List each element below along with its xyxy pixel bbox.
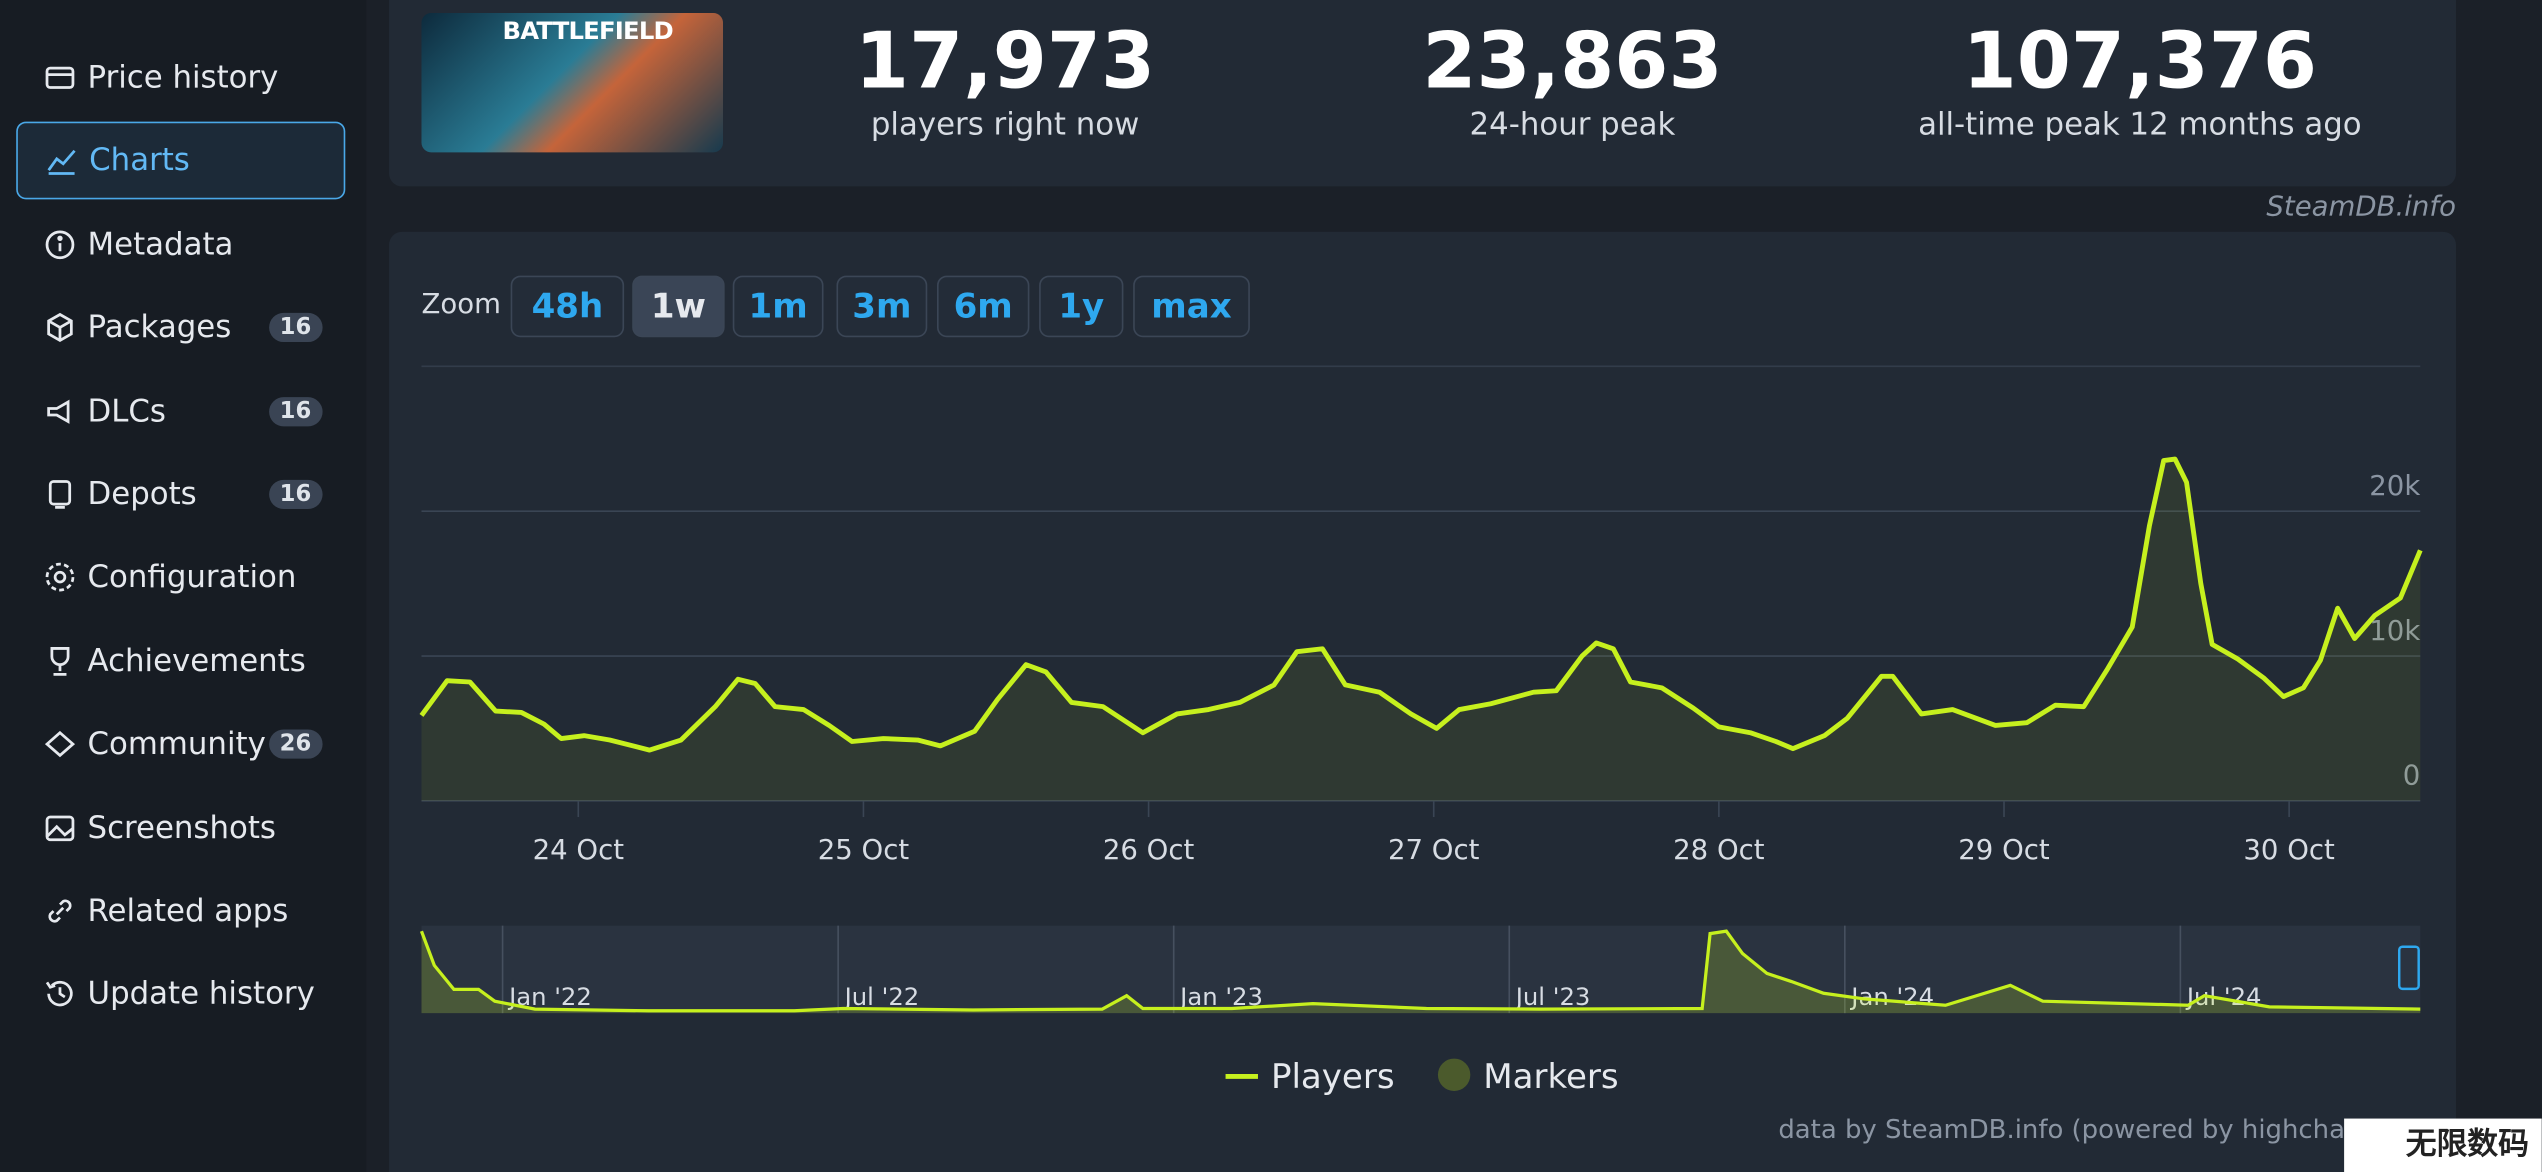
navigator-tick-label: Jan '24 bbox=[1849, 982, 1934, 1011]
legend-swatch bbox=[1437, 1058, 1471, 1092]
nav-label: Related apps bbox=[87, 893, 289, 929]
players-area bbox=[421, 459, 2421, 801]
nav-item[interactable]: Price history bbox=[16, 39, 345, 117]
nav-label: Achievements bbox=[87, 643, 306, 679]
sidebar: Price history Charts Metadata Packages 16 DLC… bbox=[0, 0, 367, 1172]
nav-item[interactable]: Metadata bbox=[16, 206, 345, 284]
nav-label: Charts bbox=[89, 143, 190, 179]
navigator-tick-label: Jul '23 bbox=[1514, 982, 1591, 1011]
zoom-button[interactable]: 6m bbox=[936, 275, 1030, 338]
nav-badge: 26 bbox=[268, 729, 323, 759]
players-line bbox=[419, 456, 2423, 753]
nav-label: Price history bbox=[87, 59, 279, 96]
stat-value: 17,973 bbox=[854, 16, 1156, 107]
nav-badge: 16 bbox=[268, 396, 323, 426]
nav-icon bbox=[45, 230, 75, 259]
nav-icon bbox=[45, 66, 75, 89]
nav-item[interactable]: Achievements bbox=[16, 622, 345, 700]
legend-label[interactable]: Markers bbox=[1483, 1057, 1618, 1097]
nav-badge: 16 bbox=[268, 313, 323, 343]
stat-value: 107,376 bbox=[1962, 16, 2318, 107]
nav-icon bbox=[48, 899, 72, 923]
x-tick-label: 28 Oct bbox=[1673, 834, 1765, 866]
nav-item[interactable]: DLCs 16 bbox=[16, 372, 345, 450]
stat: 107,376 all-time peak 12 months ago bbox=[1848, 16, 2432, 142]
nav-label: Update history bbox=[87, 976, 315, 1013]
navigator-area bbox=[421, 931, 2421, 1014]
x-tick-label: 27 Oct bbox=[1388, 834, 1480, 866]
nav-badge: 16 bbox=[268, 479, 323, 510]
nav-icon bbox=[45, 981, 73, 1007]
nav-icon bbox=[47, 150, 76, 176]
nav-item[interactable]: Update history bbox=[16, 955, 345, 1033]
nav-icon bbox=[45, 814, 75, 841]
y-tick-label: 20k bbox=[2369, 470, 2420, 502]
navigator-bg bbox=[421, 925, 2421, 1014]
legend-label[interactable]: Players bbox=[1271, 1057, 1395, 1097]
game-image-text: BATTLEFIELD bbox=[502, 16, 674, 46]
nav-label: Metadata bbox=[87, 226, 234, 263]
stats-panel: BATTLEFIELD bbox=[389, 0, 2456, 187]
nav-icon bbox=[47, 313, 73, 343]
stat: 17,973 players right now bbox=[713, 16, 1297, 142]
navigator-tick-label: Jul '22 bbox=[843, 982, 920, 1011]
zoom-button[interactable]: 3m bbox=[836, 275, 928, 338]
x-tick-label: 26 Oct bbox=[1103, 834, 1195, 866]
x-tick-label: 30 Oct bbox=[2243, 834, 2335, 866]
nav-item[interactable]: Packages 16 bbox=[16, 289, 345, 367]
nav-item[interactable]: Screenshots bbox=[16, 789, 345, 867]
watermark: 无限数码 bbox=[2406, 1126, 2529, 1162]
zoom-button[interactable]: 1m bbox=[732, 275, 824, 338]
nav-icon bbox=[45, 563, 75, 593]
nav-label: Packages bbox=[87, 309, 232, 346]
zoom-label: Zoom bbox=[421, 288, 501, 321]
game-image: BATTLEFIELD bbox=[421, 12, 724, 153]
zoom-button[interactable]: max bbox=[1133, 275, 1250, 338]
nav-item[interactable]: Community 26 bbox=[16, 705, 345, 783]
stat-value: 23,863 bbox=[1422, 16, 1723, 107]
nav-icon bbox=[50, 646, 70, 676]
stat-label: all-time peak 12 months ago bbox=[1918, 106, 2362, 143]
nav-item[interactable]: Charts bbox=[16, 122, 346, 201]
nav-label: DLCs bbox=[87, 393, 166, 429]
nav-item[interactable]: Configuration bbox=[16, 539, 345, 617]
stat: 23,863 24-hour peak bbox=[1281, 16, 1865, 142]
zoom-button[interactable]: 48h bbox=[510, 275, 625, 338]
stat-label: players right now bbox=[870, 106, 1140, 143]
nav-item[interactable]: Depots 16 bbox=[16, 456, 345, 534]
nav-icon bbox=[47, 398, 70, 424]
nav-icon bbox=[48, 480, 72, 509]
watermark-bg bbox=[2344, 1118, 2542, 1172]
x-tick-label: 29 Oct bbox=[1958, 834, 2050, 866]
chart-panel bbox=[389, 231, 2456, 1172]
nav-label: Configuration bbox=[87, 559, 297, 596]
nav-label: Community bbox=[87, 726, 266, 763]
y-tick-label: 0 bbox=[2403, 760, 2421, 792]
navigator-tick-label: Jul '24 bbox=[2185, 982, 2262, 1011]
nav-item[interactable]: Related apps bbox=[16, 872, 345, 950]
source-label: SteamDB.info bbox=[2266, 191, 2456, 224]
nav-label: Depots bbox=[87, 476, 197, 513]
nav-icon bbox=[44, 731, 76, 758]
x-tick-label: 25 Oct bbox=[818, 834, 910, 866]
navigator-handle[interactable] bbox=[2398, 945, 2420, 991]
y-tick-label: 10k bbox=[2369, 615, 2420, 647]
zoom-button[interactable]: 1y bbox=[1039, 275, 1124, 338]
nav-label: Screenshots bbox=[87, 809, 276, 846]
x-tick-label: 24 Oct bbox=[533, 834, 625, 866]
credit: data by SteamDB.info (powered by highcha… bbox=[1778, 1115, 2379, 1145]
zoom-button[interactable]: 1w bbox=[632, 275, 725, 338]
stat-label: 24-hour peak bbox=[1469, 106, 1676, 143]
navigator-line bbox=[419, 929, 2421, 1013]
